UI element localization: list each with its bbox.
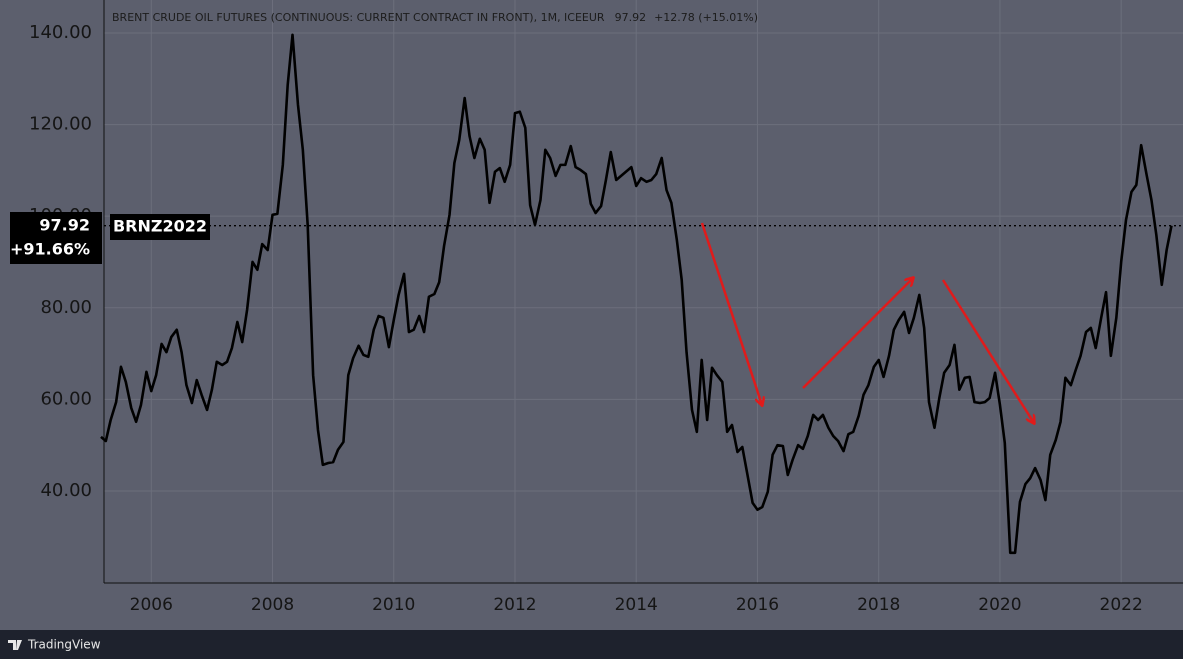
footer-brand: TradingView	[27, 638, 101, 652]
y-tick-label: 40.00	[40, 480, 92, 501]
badge-box	[10, 212, 102, 264]
x-tick-label: 2016	[736, 595, 779, 615]
x-tick-label: 2014	[615, 595, 658, 615]
y-tick-label: 60.00	[40, 388, 92, 409]
grid	[104, 0, 1183, 583]
y-tick-label: 140.00	[29, 22, 92, 43]
footer-logo	[8, 640, 22, 650]
price-line	[100, 33, 1173, 555]
symbol-box	[110, 214, 210, 240]
symbol-label: BRNZ2022	[113, 217, 207, 236]
plot	[100, 33, 1183, 555]
arrow	[700, 222, 762, 405]
price-badge: 97.92 +91.66% BRNZ2022	[10, 212, 210, 264]
arrow	[941, 279, 1034, 423]
x-tick-label: 2012	[493, 595, 536, 615]
arrow	[802, 278, 913, 389]
x-tick-label: 2020	[978, 595, 1021, 615]
x-tick-label: 2010	[372, 595, 415, 615]
title-change: +12.78 (+15.01%)	[654, 11, 758, 24]
badge-change: +91.66%	[10, 240, 90, 259]
x-tick-label: 2018	[857, 595, 900, 615]
badge-price: 97.92	[39, 216, 90, 235]
y-tick-label: 80.00	[40, 297, 92, 318]
x-tick-label: 2022	[1100, 595, 1143, 615]
footer-bar	[0, 630, 1183, 659]
y-tick-label: 120.00	[29, 114, 92, 135]
x-tick-label: 2008	[251, 595, 294, 615]
annotation-arrows	[700, 222, 1034, 423]
chart-title: BRENT CRUDE OIL FUTURES (CONTINUOUS: CUR…	[112, 11, 758, 24]
title-text: BRENT CRUDE OIL FUTURES (CONTINUOUS: CUR…	[112, 11, 605, 24]
title-price: 97.92	[615, 11, 647, 24]
x-tick-label: 2006	[130, 595, 173, 615]
